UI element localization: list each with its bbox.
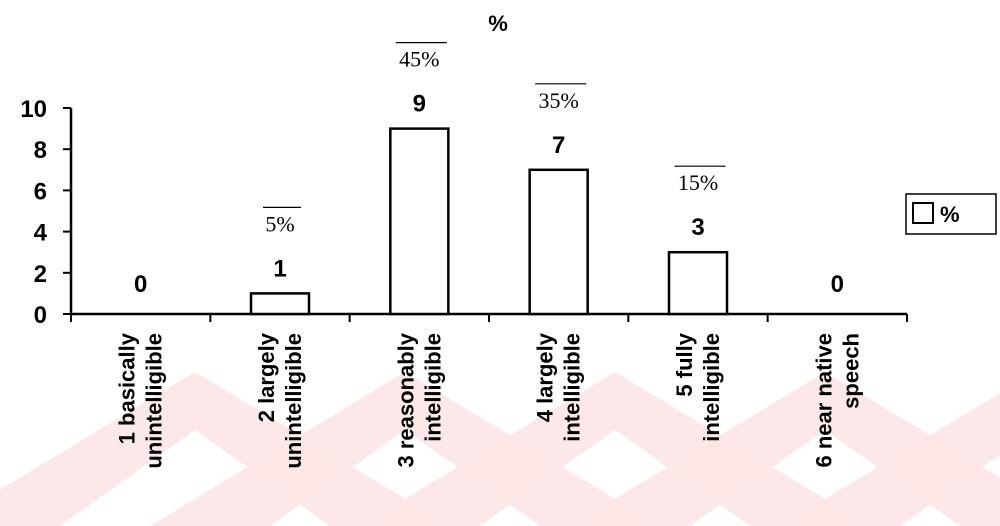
bar — [528, 168, 589, 316]
value-label: 9 — [413, 91, 426, 118]
value-labels: 0 1 9 7 3 0 — [134, 91, 844, 298]
value-label: 3 — [691, 214, 704, 241]
svg-text:2 largelyunintelligible: 2 largelyunintelligible — [254, 332, 306, 468]
y-tick-label: 2 — [34, 261, 47, 288]
y-tick-label: 0 — [34, 302, 47, 329]
value-label: 0 — [134, 271, 147, 298]
percent-label: 35% — [539, 88, 579, 113]
percent-label: 5% — [265, 211, 294, 236]
y-axis-ticks: 0 2 4 6 8 10 — [20, 96, 71, 329]
x-tick-label: 4 largelyintelligible — [533, 332, 585, 442]
x-axis-ticks — [70, 314, 908, 322]
svg-text:4 largelyintelligible: 4 largelyintelligible — [533, 332, 585, 442]
legend-label: % — [940, 202, 960, 227]
x-tick-label: 3 reasonablyintelligible — [393, 332, 445, 467]
percent-label: 15% — [678, 170, 718, 195]
y-tick-label: 6 — [34, 178, 47, 205]
watermark-chevron — [0, 372, 450, 526]
svg-text:1 basicallyunintelligible: 1 basicallyunintelligible — [115, 332, 167, 468]
watermark-chevron — [570, 372, 1000, 526]
bar-series — [249, 127, 729, 316]
x-tick-label: 5 fullyintelligible — [672, 332, 724, 442]
x-tick-label: 1 basicallyunintelligible — [115, 332, 167, 468]
value-label: 0 — [831, 271, 844, 298]
svg-text:5 fullyintelligible: 5 fullyintelligible — [672, 332, 724, 442]
y-tick-label: 4 — [34, 220, 48, 247]
bar — [389, 127, 450, 316]
x-tick-label: 6 near nativespeech — [811, 333, 863, 468]
bar — [667, 250, 729, 316]
chart-title: % — [488, 11, 508, 36]
legend: % — [905, 193, 997, 235]
svg-text:3 reasonablyintelligible: 3 reasonablyintelligible — [393, 332, 445, 467]
y-tick-label: 10 — [20, 96, 47, 123]
percent-label: 45% — [399, 47, 439, 72]
value-label: 1 — [273, 255, 286, 282]
bar — [249, 292, 311, 316]
legend-swatch — [912, 202, 934, 224]
y-tick-label: 8 — [34, 137, 47, 164]
background-watermark — [0, 372, 1000, 526]
percent-labels: 5% 45% 35% 15% — [263, 41, 726, 236]
category-labels: 1 basicallyunintelligible 2 largelyuninte… — [115, 332, 864, 468]
svg-text:6 near nativespeech: 6 near nativespeech — [811, 333, 863, 468]
x-tick-label: 2 largelyunintelligible — [254, 332, 306, 468]
watermark-chevron — [780, 393, 1000, 526]
value-label: 7 — [552, 132, 565, 159]
